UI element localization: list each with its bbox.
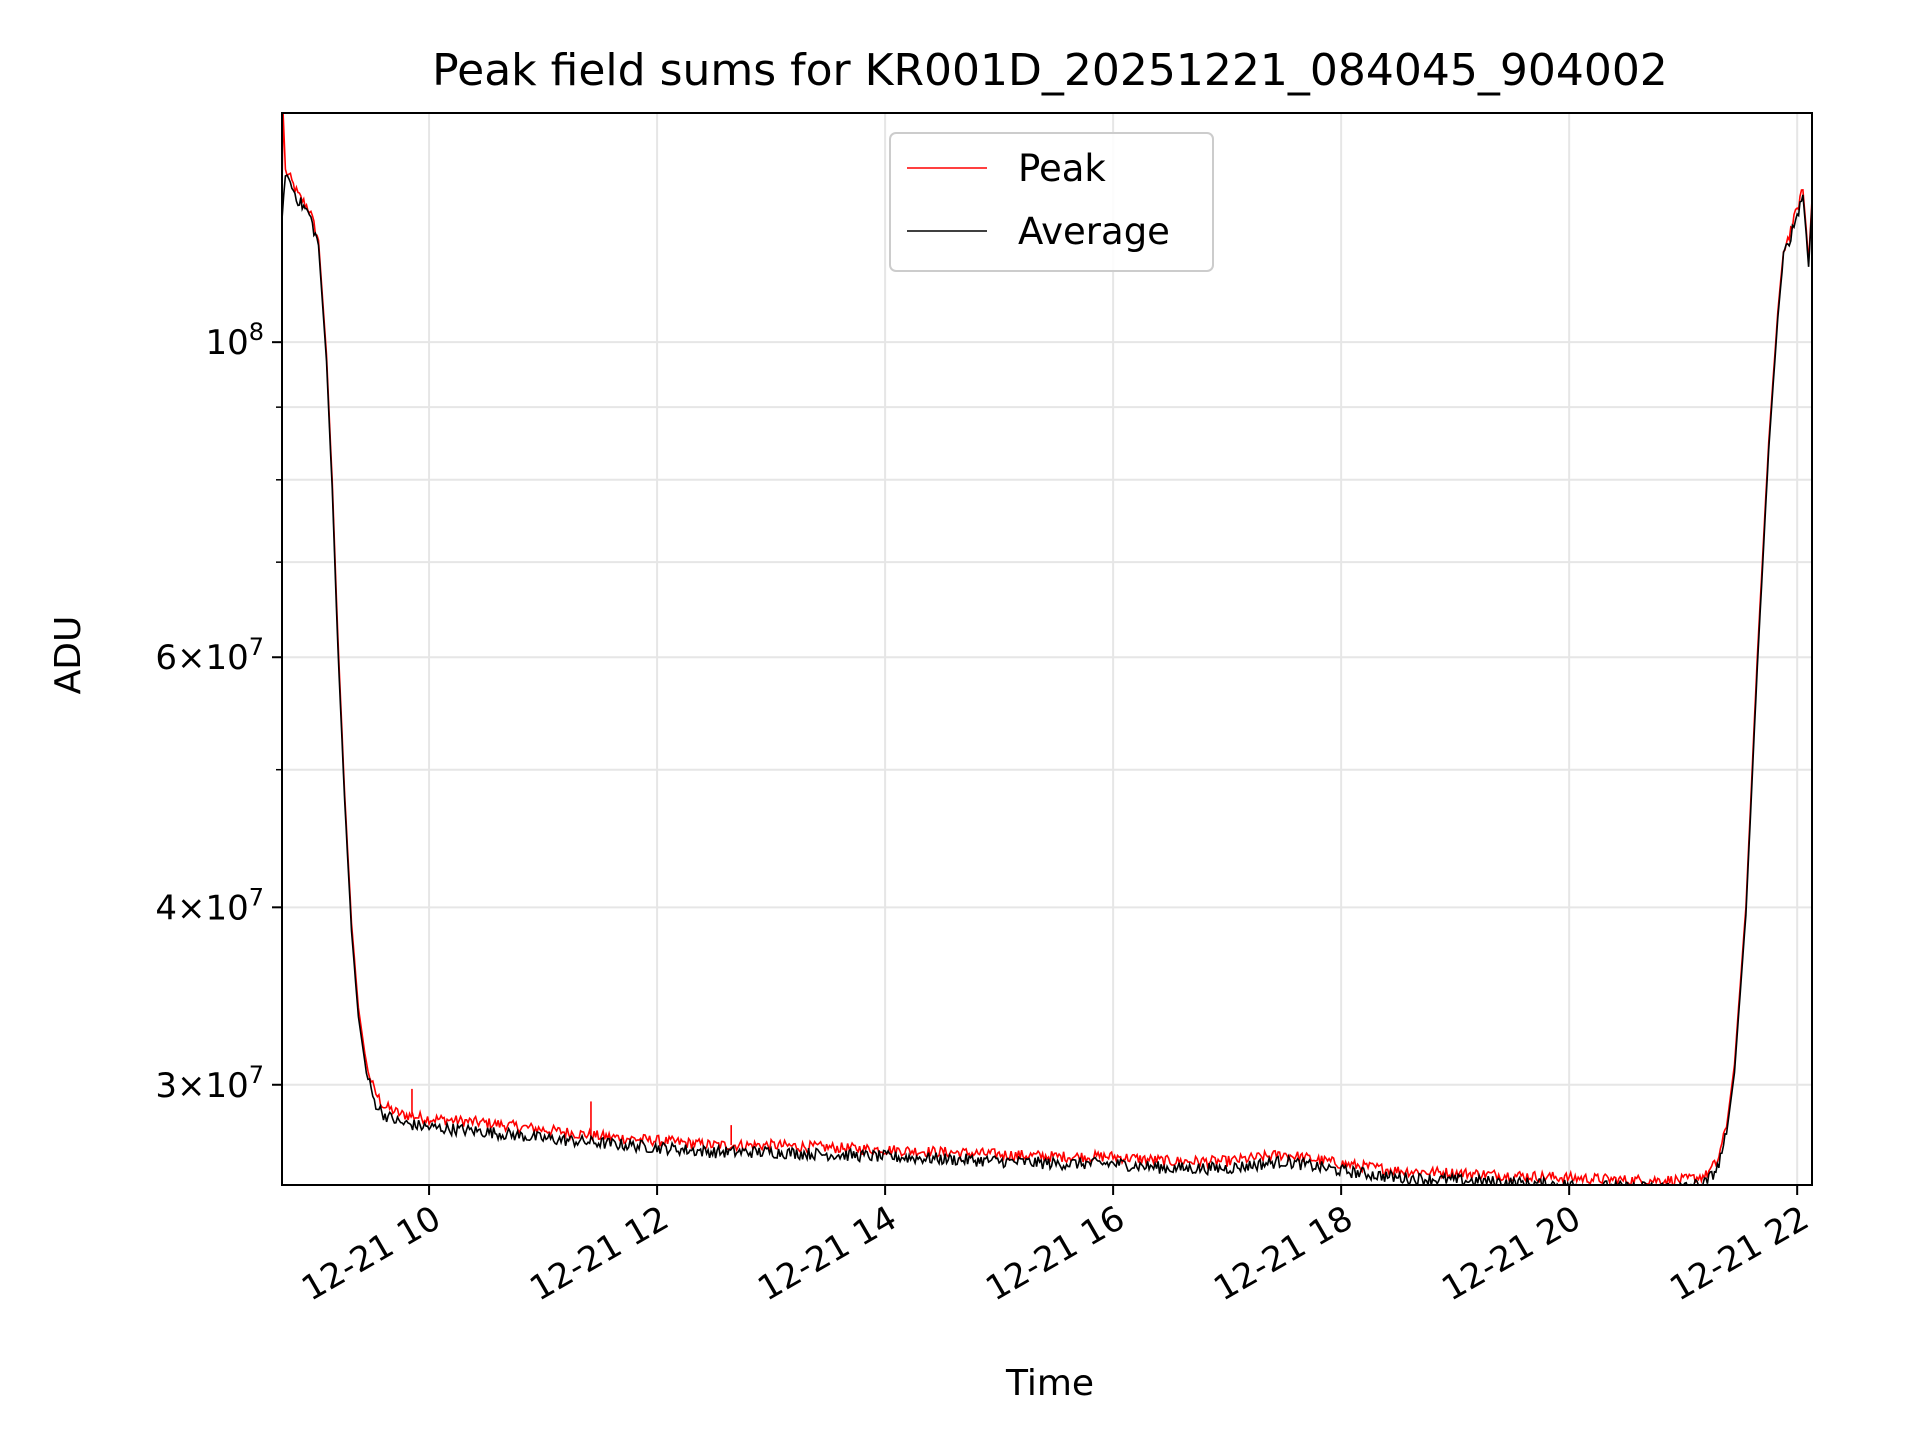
y-tick-label: 108 <box>205 318 264 363</box>
x-axis-title: Time <box>1005 1363 1094 1404</box>
grid <box>282 113 1812 1185</box>
legend-label-average: Average <box>1018 210 1170 253</box>
plot-frame <box>281 112 1813 1186</box>
series-line-peak <box>282 113 1812 1185</box>
series-line-average <box>282 174 1812 1185</box>
series-layer <box>282 113 1812 1185</box>
legend: Peak Average <box>889 132 1214 272</box>
legend-label-peak: Peak <box>1018 147 1106 190</box>
y-tick-label: 6×107 <box>155 633 264 678</box>
chart-title: Peak field sums for KR001D_20251221_0840… <box>432 45 1668 96</box>
y-axis-title: ADU <box>48 616 89 695</box>
y-tick-label: 4×107 <box>155 883 264 928</box>
ticks <box>272 341 1799 1195</box>
y-tick-label: 3×107 <box>155 1061 264 1106</box>
